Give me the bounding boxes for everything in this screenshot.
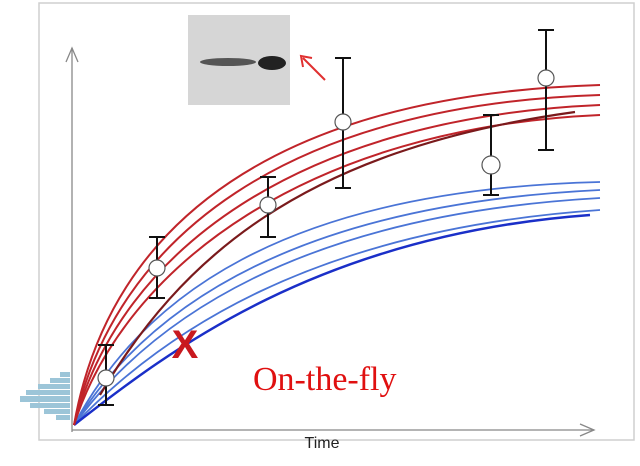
annotation-label: On-the-fly xyxy=(253,361,397,398)
x-axis-label: Time xyxy=(305,435,340,452)
diagram: X On-the-fly Time xyxy=(0,0,640,466)
marker: X xyxy=(172,323,199,367)
inset-image xyxy=(188,15,290,105)
